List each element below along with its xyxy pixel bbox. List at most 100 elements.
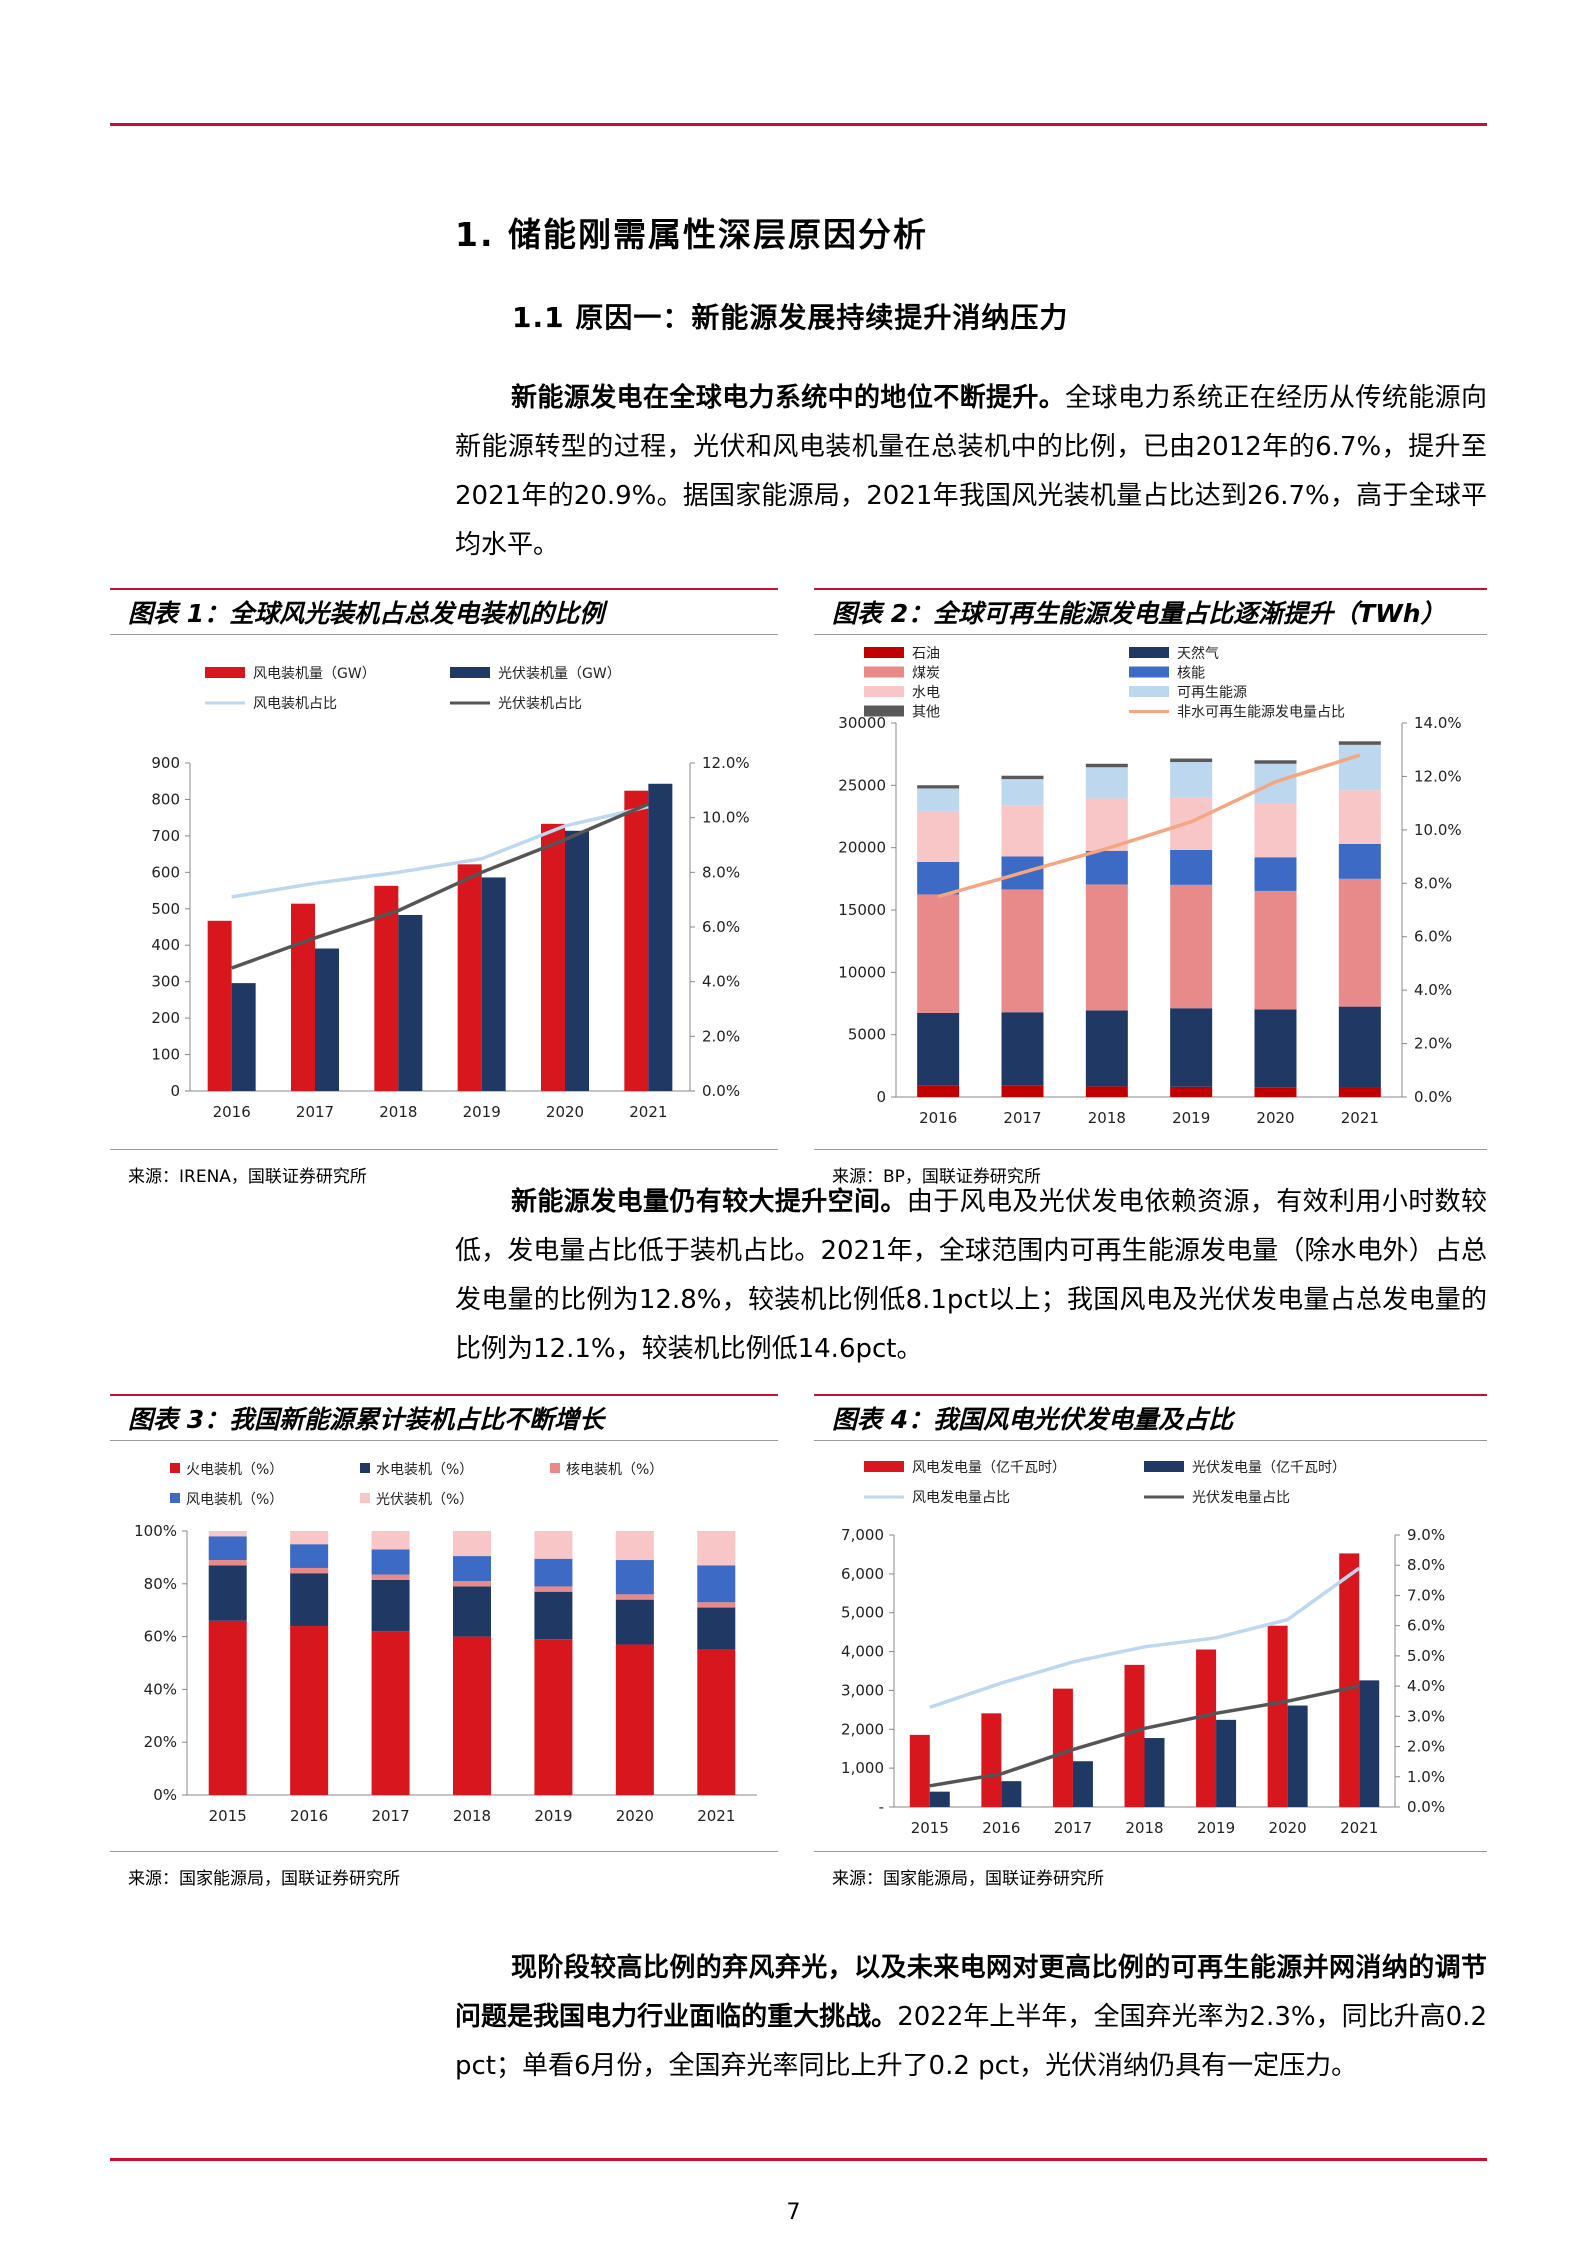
bar-segment: [534, 1591, 573, 1640]
y2-tick-label: 0.0%: [1407, 1798, 1445, 1816]
bar-segment: [1254, 857, 1297, 891]
legend-label: 石油: [912, 646, 940, 662]
bar-segment: [1085, 1010, 1128, 1087]
chart-fig1: 风电装机量（GW） 光伏装机量（GW） 风电装机占比 光伏装机占比 900 800 700 6…: [151, 666, 750, 1121]
bar-segment: [1254, 1009, 1297, 1088]
bar: [648, 783, 673, 1091]
subsection-heading: 1.1 原因一：新能源发展持续提升消纳压力: [512, 301, 1069, 334]
y-tick-label: 20%: [144, 1733, 177, 1751]
figure-4-title: 图表 4：我国风电光伏发电量及占比: [832, 1405, 1234, 1434]
bar-segment: [371, 1579, 410, 1632]
legend-label: 风电发电量占比: [912, 1490, 1010, 1506]
header-rule: [110, 123, 1487, 126]
legend-swatch: [450, 667, 490, 678]
legend-swatch: [1129, 666, 1169, 678]
x-tick-label: 2019: [1197, 1819, 1235, 1837]
legend-swatch: [864, 705, 904, 717]
y-tick-label: 600: [151, 863, 180, 881]
y2-tick-label: 14.0%: [1414, 714, 1462, 732]
y-tick-label: 5000: [848, 1026, 886, 1044]
bar-segment: [1170, 1008, 1213, 1087]
bar-segment: [1085, 767, 1128, 799]
bar-segment: [697, 1607, 736, 1650]
y-tick-label: 800: [151, 790, 180, 808]
y-tick-label: 300: [151, 973, 180, 991]
bar: [1144, 1738, 1165, 1807]
legend-label: 光伏装机量（GW）: [498, 666, 621, 682]
y-tick-label: 0: [876, 1088, 886, 1106]
y-tick-label: 400: [151, 936, 180, 954]
legend-label: 光伏发电量（亿千瓦时）: [1192, 1460, 1346, 1476]
bar-segment: [615, 1594, 654, 1600]
y2-tick-label: 6.0%: [1407, 1617, 1445, 1635]
bar-segment: [1338, 790, 1381, 844]
x-tick-label: 2018: [453, 1807, 491, 1825]
legend-swatch: [864, 1461, 904, 1472]
bar-segment: [1001, 775, 1044, 780]
bar-segment: [1085, 1086, 1128, 1097]
figure-1-title: 图表 1：全球风光装机占总发电装机的比例: [128, 599, 605, 628]
paragraph-2: 新能源发电量仍有较大提升空间。由于风电及光伏发电依赖资源，有效利用小时数较低，发…: [455, 1178, 1487, 1374]
bar: [565, 830, 589, 1091]
bar-segment: [615, 1531, 654, 1561]
bar-segment: [290, 1531, 329, 1545]
bar-segment: [1254, 760, 1297, 764]
x-tick-label: 2020: [1256, 1109, 1294, 1127]
figure-1: 图表 1：全球风光装机占总发电装机的比例 风电装机量（GW） 光伏装机量（GW）风…: [110, 588, 778, 1187]
y-tick-label: 100%: [134, 1522, 177, 1540]
legend-swatch: [550, 1463, 560, 1473]
bar-segment: [1085, 763, 1128, 768]
figure-3-title: 图表 3：我国新能源累计装机占比不断增长: [128, 1405, 605, 1434]
bar: [315, 948, 339, 1091]
y-tick-label: 80%: [144, 1575, 177, 1593]
paragraph-1-lead: 新能源发电在全球电力系统中的地位不断提升。: [511, 383, 1066, 413]
series-line: [231, 804, 649, 899]
legend-swatch: [864, 666, 904, 678]
y-tick-label: 2,000: [841, 1720, 884, 1738]
bar-segment: [371, 1631, 410, 1795]
legend-swatch: [1144, 1461, 1184, 1472]
x-tick-label: 2015: [911, 1819, 949, 1837]
bar-segment: [290, 1544, 329, 1568]
legend-swatch: [360, 1463, 370, 1473]
figure-4-source: 来源：国家能源局，国联证券研究所: [832, 1869, 1104, 1889]
x-tick-label: 2017: [1054, 1819, 1092, 1837]
y-tick-label: 15000: [838, 901, 886, 919]
bar: [541, 823, 565, 1091]
bar: [1124, 1664, 1145, 1807]
bar-segment: [1085, 850, 1128, 885]
x-tick-label: 2019: [463, 1103, 501, 1121]
y2-tick-label: 10.0%: [702, 809, 750, 827]
legend-label: 核电装机（%）: [566, 1462, 663, 1478]
y-tick-label: 700: [151, 827, 180, 845]
paragraph-3-lead: 现阶段较高比例的弃风弃光，以及未来电网对更高比例的可再生能源并网消纳的调节问题是…: [455, 1953, 1487, 2032]
bar-segment: [917, 788, 960, 811]
footer-rule: [110, 2158, 1487, 2161]
y2-tick-label: 0.0%: [1414, 1088, 1452, 1106]
bar: [1052, 1688, 1073, 1807]
paragraph-2-lead: 新能源发电量仍有较大提升空间。: [511, 1187, 907, 1217]
y2-tick-label: 4.0%: [1407, 1677, 1445, 1695]
x-tick-label: 2021: [697, 1807, 735, 1825]
y-tick-label: 200: [151, 1009, 180, 1027]
bar-segment: [917, 894, 960, 1013]
x-tick-label: 2016: [290, 1807, 328, 1825]
bar-segment: [453, 1531, 491, 1557]
legend-label: 风电装机（%）: [186, 1492, 283, 1508]
y2-tick-label: 8.0%: [1414, 874, 1452, 892]
legend-label: 水电: [912, 685, 940, 701]
series-line: [929, 1684, 1360, 1788]
figure-2-source: 来源：BP，国联证券研究所: [832, 1167, 1041, 1187]
bar-segment: [1170, 849, 1213, 885]
bar: [207, 920, 232, 1091]
bar-segment: [1001, 805, 1044, 857]
y-tick-label: 40%: [144, 1680, 177, 1698]
y-tick-label: 20000: [838, 839, 886, 857]
figure-4: 图表 4：我国风电光伏发电量及占比 风电发电量（亿千瓦时） 光伏发电量（亿千瓦时）…: [814, 1394, 1487, 1889]
y2-tick-label: 3.0%: [1407, 1707, 1445, 1725]
bar: [291, 903, 315, 1091]
bar-segment: [615, 1644, 654, 1795]
bar-segment: [1338, 1087, 1381, 1097]
y2-tick-label: 1.0%: [1407, 1768, 1445, 1786]
legend-label: 风电装机量（GW）: [253, 666, 376, 682]
